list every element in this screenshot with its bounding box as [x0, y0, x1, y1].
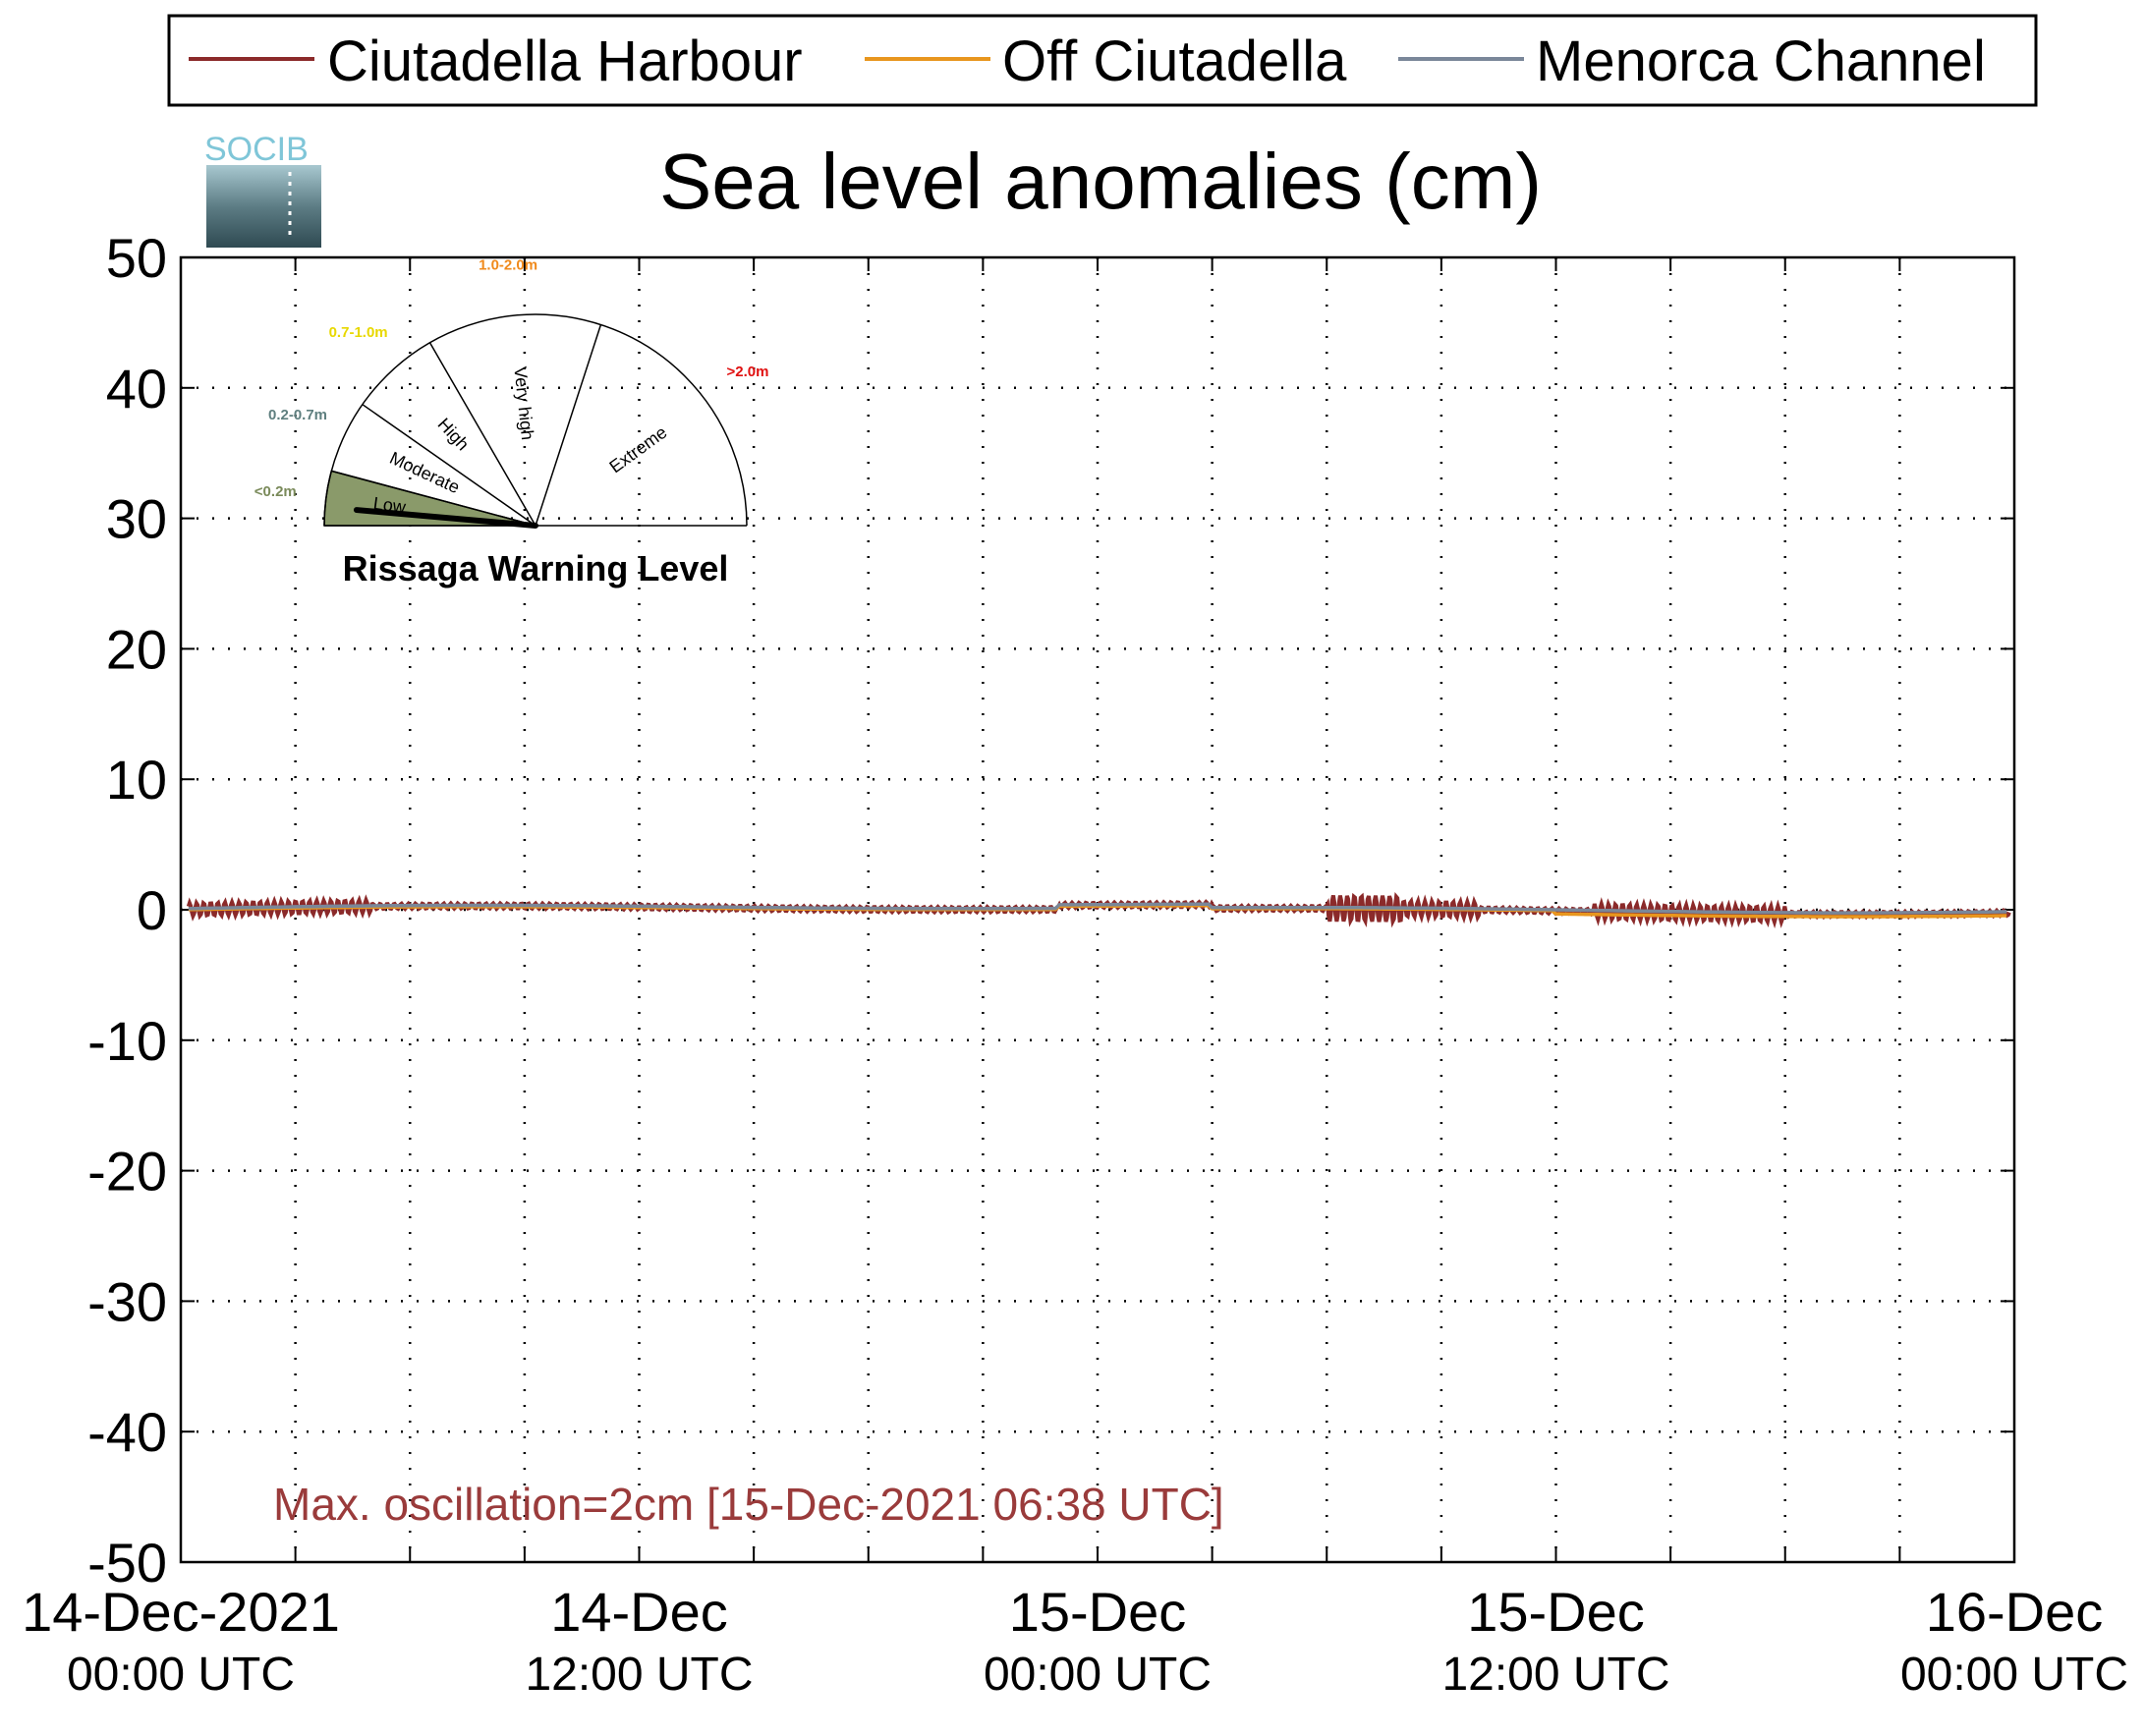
legend-label-ciutadella-harbour: Ciutadella Harbour [327, 29, 803, 93]
legend-label-menorca-channel: Menorca Channel [1536, 29, 1986, 93]
legend-box [167, 14, 2038, 107]
logo-text: SOCIB [204, 131, 309, 168]
gauge-needle [353, 507, 538, 529]
chart-title: Sea level anomalies (cm) [659, 138, 1542, 225]
legend: Ciutadella Harbour Off Ciutadella Menorc… [167, 14, 2038, 107]
y-tick-label: -30 [87, 1270, 167, 1332]
x-tick-label-time: 00:00 UTC [1900, 1649, 2128, 1701]
gauge-arc [323, 313, 748, 527]
max-oscillation-annotation: Max. oscillation=2cm [15-Dec-2021 06:38 … [273, 1479, 1224, 1530]
gauge-title: Rissaga Warning Level [343, 548, 729, 588]
y-tick-label: 20 [106, 618, 167, 680]
plot-frame [179, 255, 2016, 1564]
gauge-divider [331, 470, 536, 527]
y-tick-label: -40 [87, 1401, 167, 1463]
y-tick-label: 0 [137, 879, 167, 941]
gauge-range-label: <0.2m [254, 483, 297, 500]
gauge-range-label: 0.7-1.0m [329, 324, 388, 341]
gauge-divider [428, 342, 536, 527]
y-tick-label: -50 [87, 1532, 167, 1594]
x-tick-label-date: 15-Dec [1467, 1581, 1645, 1643]
x-tick-label-time: 00:00 UTC [67, 1649, 295, 1701]
y-tick-label: -10 [87, 1010, 167, 1072]
y-tick-label: 50 [106, 227, 167, 289]
gauge-range-label: >2.0m [727, 364, 769, 380]
y-tick-label: 10 [106, 749, 167, 811]
y-tick-label: 40 [106, 358, 167, 420]
x-tick-label-time: 12:00 UTC [525, 1649, 753, 1701]
y-tick-label: -20 [87, 1141, 167, 1203]
series-line-menorca-channel [188, 902, 2007, 915]
x-tick-label-time: 00:00 UTC [984, 1649, 1212, 1701]
gauge-divider [535, 324, 602, 527]
gauge-divider [362, 404, 536, 527]
x-tick-label-date: 14-Dec-2021 [22, 1581, 340, 1643]
x-tick-label-date: 16-Dec [1926, 1581, 2104, 1643]
logo-gradient-block [206, 165, 321, 248]
gauge-range-label: 0.2-0.7m [268, 407, 327, 423]
legend-label-off-ciutadella: Off Ciutadella [1002, 29, 1347, 93]
x-tick-label-date: 14-Dec [550, 1581, 728, 1643]
x-tick-label-date: 15-Dec [1009, 1581, 1187, 1643]
x-tick-label-time: 12:00 UTC [1441, 1649, 1669, 1701]
socib-logo: SOCIB [204, 131, 321, 248]
y-tick-label: 30 [106, 488, 167, 550]
gauge-range-label: 1.0-2.0m [479, 256, 537, 273]
